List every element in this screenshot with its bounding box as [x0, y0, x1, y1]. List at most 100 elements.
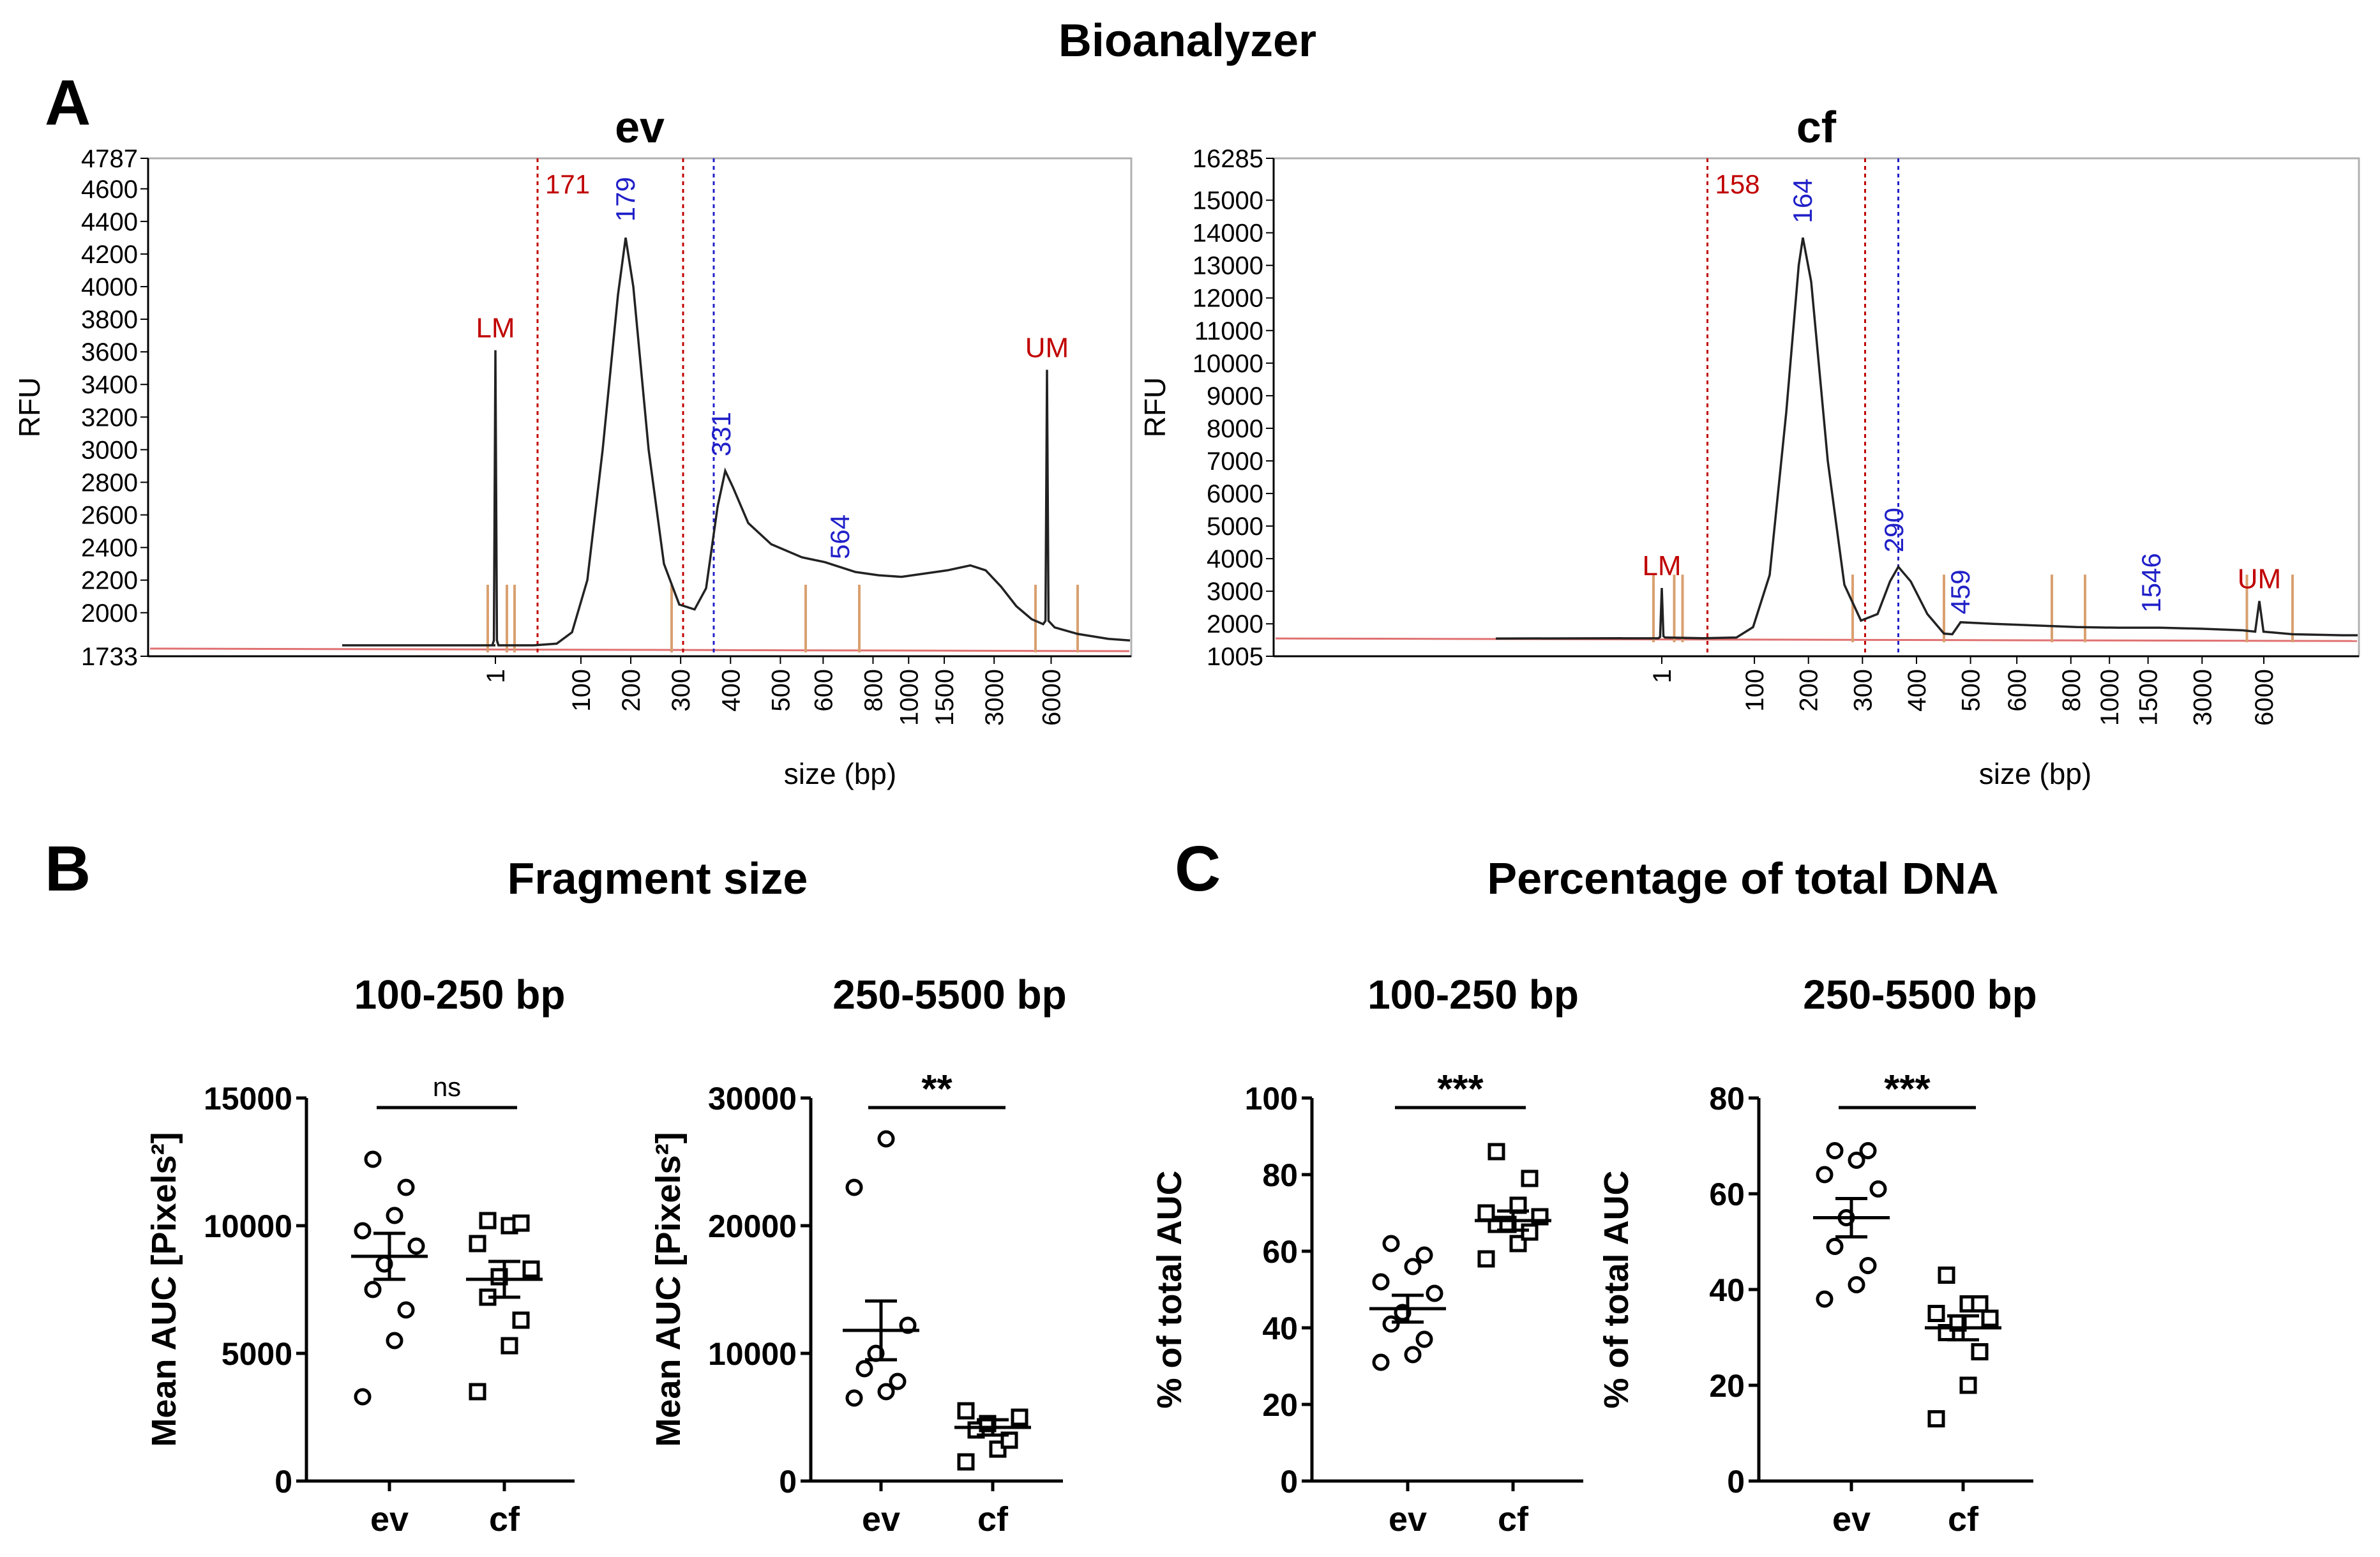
marker-label: LM — [1642, 550, 1681, 582]
y-tick-label: 15000 — [204, 1081, 292, 1117]
peak-label: 564 — [825, 515, 855, 559]
data-point-square — [512, 1214, 530, 1232]
y-tick-label: 0 — [1727, 1464, 1745, 1500]
x-tick-label: 6000 — [1037, 669, 1066, 726]
data-point-square — [1938, 1267, 1955, 1284]
peak-label: 1546 — [2136, 553, 2166, 612]
y-tick-label: 4200 — [81, 241, 138, 269]
y-tick-label: 30000 — [708, 1081, 797, 1117]
data-point-square — [522, 1260, 540, 1278]
plot-frame — [147, 157, 1133, 658]
y-axis-label: Mean AUC [Pixels²] — [145, 1132, 183, 1447]
panel-letter-b: B — [45, 833, 91, 905]
x-tick-label: 400 — [717, 669, 745, 712]
y-tick-label: 10000 — [204, 1208, 292, 1244]
data-point-circle — [1415, 1330, 1433, 1348]
panel-letter-a: A — [45, 67, 91, 139]
y-tick-label: 3600 — [81, 338, 138, 366]
y-tick-label: 2600 — [81, 502, 138, 530]
data-point-circle — [889, 1373, 907, 1390]
data-point-circle — [1382, 1235, 1400, 1252]
data-point-circle — [1826, 1238, 1844, 1255]
x-tick-label: 600 — [810, 669, 838, 712]
x-tick-label: 1000 — [2096, 669, 2124, 726]
data-point-square — [1477, 1204, 1495, 1222]
y-tick-label: 14000 — [1193, 220, 1263, 248]
y-tick-label: 1005 — [1207, 643, 1263, 671]
data-point-square — [501, 1337, 518, 1355]
data-point-square — [1927, 1410, 1945, 1427]
y-tick-label: 20000 — [708, 1208, 797, 1244]
data-point-circle — [855, 1360, 873, 1378]
x-tick-label: ev — [862, 1500, 900, 1538]
data-point-circle — [877, 1130, 895, 1148]
y-axis-label: % of total AUC — [1597, 1171, 1636, 1409]
data-point-circle — [1848, 1152, 1865, 1169]
data-point-circle — [386, 1207, 403, 1224]
x-tick-label: 500 — [767, 669, 795, 712]
y-tick-label: 4000 — [1207, 545, 1263, 573]
y-tick-label: 10000 — [1193, 350, 1263, 378]
y-tick-label: 80 — [1262, 1157, 1298, 1193]
data-point-circle — [1859, 1257, 1877, 1274]
x-tick-label: cf — [1948, 1500, 1979, 1538]
y-tick-label: 9000 — [1207, 382, 1263, 410]
x-tick-label: 1 — [1648, 669, 1676, 683]
y-tick-label: 5000 — [222, 1336, 292, 1372]
x-tick-label: 1500 — [931, 669, 959, 726]
data-point-square — [1521, 1223, 1539, 1241]
y-tick-label: 0 — [779, 1464, 797, 1500]
x-tick-label: 400 — [1903, 669, 1931, 712]
x-tick-label: 1000 — [895, 669, 923, 726]
dot-plot-c2: 250-5500 bp 0 20 40 60 80 % of total AUC ev cf **… — [1597, 972, 2037, 1538]
y-tick-label: 2800 — [81, 469, 138, 497]
data-point-square — [469, 1235, 486, 1252]
data-point-square — [1477, 1250, 1495, 1268]
y-tick-label: 3200 — [81, 403, 138, 432]
y-tick-label: 40 — [1262, 1311, 1298, 1346]
y-tick-label: 20 — [1709, 1368, 1745, 1404]
peak-label: 164 — [1788, 179, 1818, 223]
peak-label: 331 — [706, 412, 736, 456]
marker-label: LM — [476, 313, 515, 344]
significance-label: *** — [1437, 1067, 1484, 1111]
data-point-circle — [1859, 1142, 1877, 1159]
x-tick-label: 800 — [859, 669, 887, 712]
x-tick-label: 800 — [2058, 669, 2086, 712]
x-tick-label: 3000 — [2188, 669, 2217, 726]
data-point-square — [469, 1383, 486, 1401]
data-point-circle — [845, 1389, 863, 1407]
x-tick-label: ev — [1389, 1500, 1427, 1538]
y-tick-label: 0 — [275, 1464, 292, 1500]
y-tick-label: 1733 — [81, 643, 138, 671]
data-point-circle — [1826, 1142, 1844, 1159]
y-tick-label: 3400 — [81, 371, 138, 399]
baseline — [1275, 637, 2358, 642]
data-point-circle — [1816, 1166, 1834, 1184]
data-point-circle — [364, 1281, 382, 1298]
y-tick-label: 15000 — [1193, 187, 1263, 215]
x-tick-label: 1 — [482, 669, 510, 683]
x-tick-label: cf — [489, 1500, 520, 1538]
y-tick-label: 60 — [1709, 1177, 1745, 1212]
y-tick-label: 8000 — [1207, 415, 1263, 443]
marker-label: UM — [1025, 332, 1069, 363]
data-point-circle — [1372, 1353, 1390, 1371]
y-tick-label: 3800 — [81, 306, 138, 334]
dot-plot-c1: 100-250 bp 0 20 40 60 80 100 % of total AUC ev cf… — [1150, 972, 1583, 1538]
data-point-circle — [845, 1178, 863, 1196]
y-tick-label: 2000 — [81, 599, 138, 628]
x-tick-label: 3000 — [981, 669, 1009, 726]
x-tick-label: 300 — [667, 669, 695, 712]
data-point-square — [1521, 1170, 1539, 1187]
data-point-square — [957, 1453, 975, 1471]
y-tick-label: 7000 — [1207, 448, 1263, 476]
data-point-square — [1971, 1295, 1989, 1313]
data-point-circle — [397, 1301, 415, 1319]
y-tick-label: 60 — [1262, 1234, 1298, 1270]
x-tick-label: 1500 — [2135, 669, 2163, 726]
data-point-circle — [397, 1178, 415, 1196]
data-point-square — [512, 1311, 530, 1329]
